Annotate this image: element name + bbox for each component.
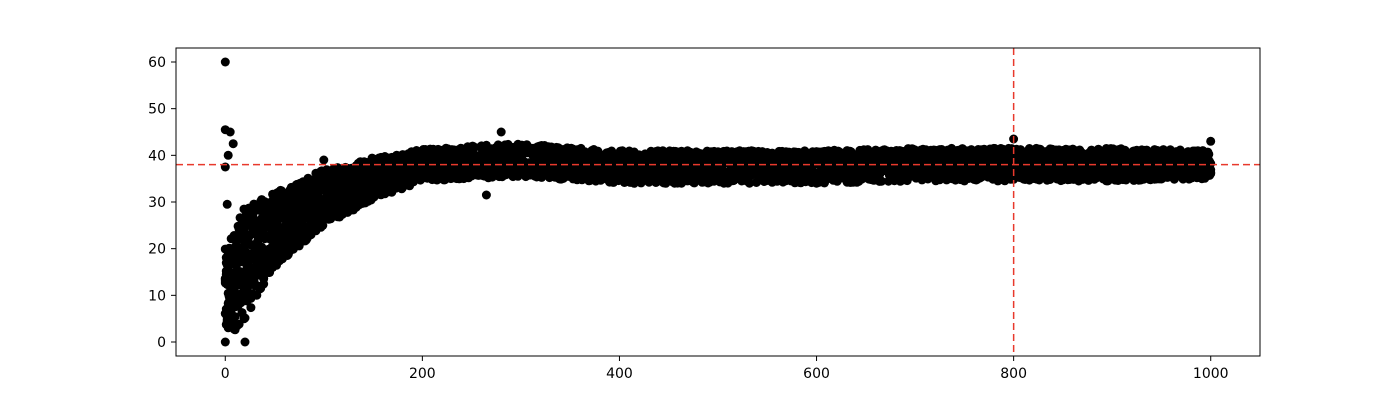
outlier-point-4 xyxy=(223,150,233,160)
y-tick-label: 20 xyxy=(148,242,166,258)
data-point-4294 xyxy=(1204,149,1214,159)
outlier-point-7 xyxy=(220,337,230,347)
data-point-123 xyxy=(240,313,250,323)
x-tick-label: 0 xyxy=(221,366,230,382)
data-point-2431 xyxy=(745,178,754,188)
outlier-point-13 xyxy=(1206,136,1216,146)
data-point-1441 xyxy=(501,170,511,180)
y-tick-label: 10 xyxy=(148,288,166,304)
data-point-595 xyxy=(318,221,328,230)
y-tick-label: 60 xyxy=(148,55,166,71)
outlier-point-3 xyxy=(228,139,238,149)
outlier-point-8 xyxy=(240,337,250,347)
data-point-157 xyxy=(246,303,256,313)
y-axis-ticks: 0 10 20 30 40 50 60 xyxy=(148,55,176,351)
x-tick-label: 1000 xyxy=(1193,366,1229,382)
outlier-point-11 xyxy=(496,127,506,137)
outlier-point-0 xyxy=(220,57,230,67)
y-tick-label: 30 xyxy=(148,195,166,211)
outlier-point-10 xyxy=(481,190,491,200)
data-point-238 xyxy=(259,279,269,289)
x-axis-ticks: 0 200 400 600 800 1000 xyxy=(221,356,1229,382)
data-point-3607 xyxy=(1034,175,1044,185)
data-point-4302 xyxy=(1206,159,1216,168)
outlier-point-6 xyxy=(222,199,232,209)
points-layer xyxy=(220,57,1216,347)
data-point-61 xyxy=(230,312,240,322)
data-point-2967 xyxy=(877,176,887,186)
x-tick-label: 600 xyxy=(803,366,830,382)
x-tick-label: 400 xyxy=(606,366,633,382)
y-tick-label: 0 xyxy=(157,335,166,351)
outlier-point-9 xyxy=(319,155,329,165)
x-tick-label: 200 xyxy=(409,366,436,382)
y-tick-label: 50 xyxy=(148,102,166,118)
x-tick-label: 800 xyxy=(1000,366,1027,382)
data-point-4303 xyxy=(1206,165,1216,175)
outlier-point-5 xyxy=(220,162,230,172)
outlier-point-2 xyxy=(225,127,235,137)
reference-lines xyxy=(176,48,1260,356)
y-tick-label: 40 xyxy=(148,148,166,164)
data-point-227 xyxy=(257,242,267,252)
